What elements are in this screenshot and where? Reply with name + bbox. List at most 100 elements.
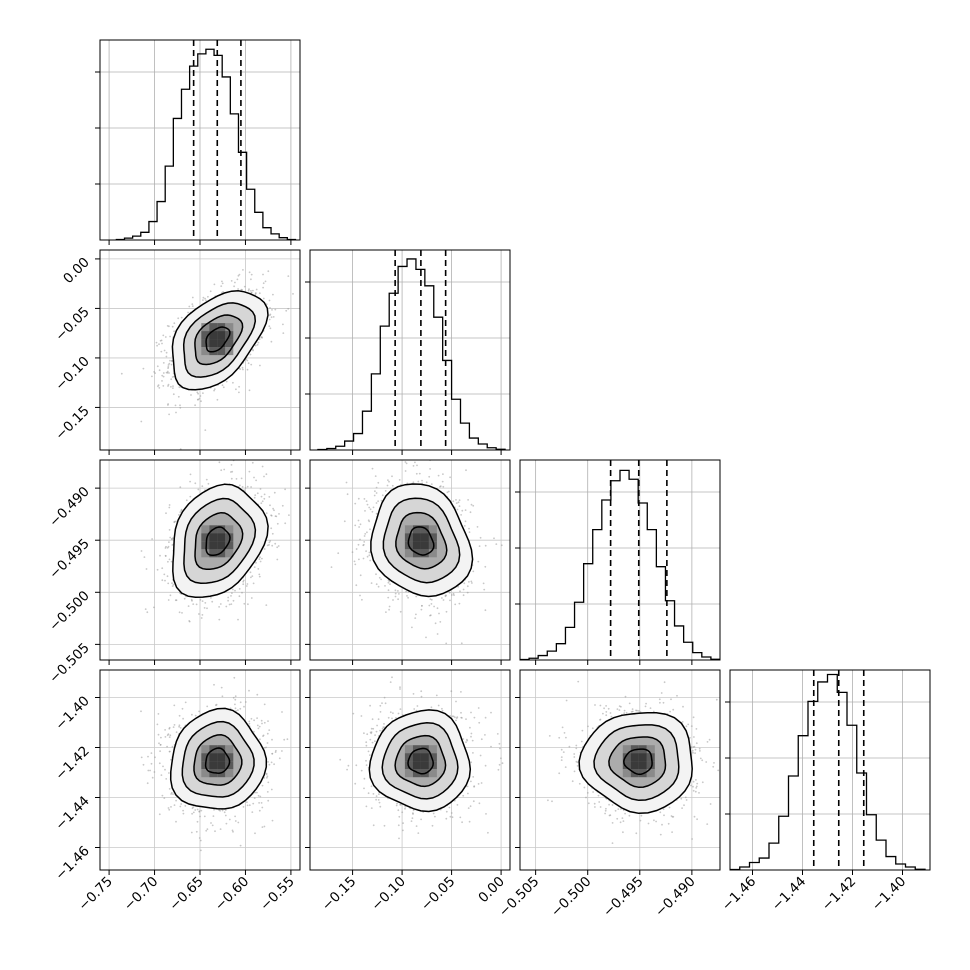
sample-point <box>445 642 448 645</box>
y-tick-label: −0.490 <box>46 484 93 531</box>
sample-point <box>231 470 234 473</box>
sample-point <box>204 297 207 300</box>
sample-point <box>178 724 181 727</box>
sample-point <box>259 556 261 559</box>
sample-point <box>343 520 346 523</box>
panel-1-0: −0.15−0.10−0.050.00 <box>52 249 301 455</box>
sample-point <box>252 582 255 585</box>
contour-line <box>183 497 257 585</box>
sample-point <box>250 576 252 579</box>
sample-point <box>235 478 238 480</box>
sample-point <box>438 612 440 615</box>
sample-point <box>258 575 261 578</box>
sample-point <box>234 695 237 698</box>
sample-point <box>466 591 469 594</box>
sample-point <box>180 316 183 319</box>
sample-point <box>175 411 177 414</box>
sample-point <box>263 721 266 724</box>
sample-point <box>363 498 366 500</box>
panel-2-1 <box>305 459 511 665</box>
sample-point <box>416 464 418 467</box>
sample-point <box>168 506 171 509</box>
contour-line <box>395 511 448 570</box>
density-cell <box>209 323 218 332</box>
density-cell <box>225 323 234 332</box>
sample-point <box>241 366 244 369</box>
sample-point <box>375 486 378 489</box>
sample-point <box>243 602 246 605</box>
sample-point <box>472 504 475 507</box>
sample-point <box>415 595 418 598</box>
sample-point <box>167 364 170 366</box>
sample-point <box>184 805 187 807</box>
sample-point <box>388 608 390 611</box>
sample-point <box>187 605 190 607</box>
sample-point <box>364 510 366 512</box>
density-cell <box>209 331 218 340</box>
sample-point <box>250 363 253 366</box>
density-cell <box>201 533 210 542</box>
sample-point <box>465 469 467 472</box>
sample-point <box>179 805 182 808</box>
sample-point <box>197 488 200 491</box>
sample-point <box>240 477 243 480</box>
sample-point <box>187 311 190 314</box>
sample-point <box>371 467 374 470</box>
sample-point <box>181 612 183 614</box>
sample-point <box>495 543 498 545</box>
sample-point <box>233 676 236 679</box>
sample-point <box>165 371 168 374</box>
sample-point <box>458 499 461 502</box>
sample-point <box>365 550 367 552</box>
sample-point <box>191 305 194 307</box>
sample-point <box>238 385 241 388</box>
sample-point <box>205 299 207 302</box>
sample-point <box>258 573 261 576</box>
sample-point <box>388 605 391 608</box>
sample-point <box>178 514 180 516</box>
sample-point <box>238 391 240 394</box>
sample-point <box>204 602 207 604</box>
sample-point <box>169 594 172 597</box>
sample-point <box>374 475 377 477</box>
sample-point <box>172 726 175 728</box>
scatter-layer <box>310 460 510 660</box>
sample-point <box>169 536 172 539</box>
sample-point <box>179 406 182 409</box>
sample-point <box>428 475 431 478</box>
sample-point <box>172 583 175 586</box>
sample-point <box>412 465 415 467</box>
sample-point <box>406 595 408 597</box>
sample-point <box>368 554 371 557</box>
sample-point <box>156 344 159 347</box>
sample-point <box>270 527 273 530</box>
sample-point <box>211 824 214 827</box>
sample-point <box>272 316 275 318</box>
sample-point <box>225 605 228 608</box>
sample-point <box>245 585 248 587</box>
density-cell <box>201 347 210 356</box>
sample-point <box>418 472 421 475</box>
sample-point <box>207 482 210 485</box>
sample-point <box>164 554 167 557</box>
sample-point <box>246 359 249 362</box>
sample-point <box>468 531 471 533</box>
sample-point <box>174 404 177 407</box>
sample-point <box>483 588 486 591</box>
sample-point <box>363 535 366 537</box>
sample-point <box>387 589 390 592</box>
sample-point <box>250 291 253 294</box>
density-cell <box>428 525 437 534</box>
sample-point <box>444 594 447 597</box>
sample-point <box>439 485 441 488</box>
sample-point <box>278 513 280 515</box>
sample-point <box>363 541 366 543</box>
sample-point <box>257 341 260 344</box>
sample-point <box>386 484 389 487</box>
sample-point <box>414 617 417 619</box>
sample-point <box>200 617 203 619</box>
sample-point <box>227 599 230 602</box>
sample-point <box>225 822 228 825</box>
sample-point <box>179 511 182 513</box>
sample-point <box>169 335 172 338</box>
